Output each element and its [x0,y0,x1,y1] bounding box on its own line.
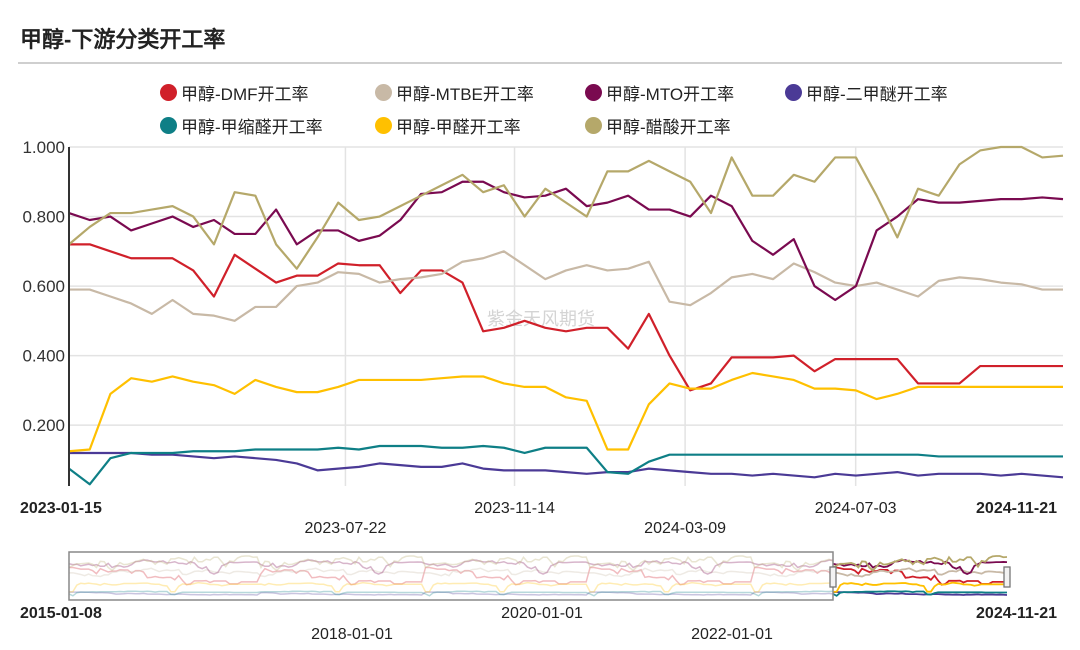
legend-label: 甲醇-甲醛开工率 [396,118,521,137]
navigator-history-line [69,567,834,578]
navigator-tick-label: 2018-01-01 [311,626,393,643]
legend-marker-icon [585,117,602,134]
title-divider [18,62,1062,64]
navigator-selected-line [833,566,1007,586]
navigator-handle[interactable] [1003,566,1011,588]
x-tick-label: 2024-07-03 [815,500,897,517]
legend-item[interactable]: 甲醇-醋酸开工率 [585,113,731,138]
navigator-selected-line [832,590,1007,597]
series-line-甲醇-醋酸开工率 [68,145,1064,270]
axes: 0.200 0.400 0.600 0.800 1.000 2023-01-15 2023-… [20,138,1057,537]
legend-item[interactable]: 甲醇-甲醛开工率 [375,113,521,138]
series-line-甲醇-MTBE开工率 [69,250,1063,322]
legend-label: 甲醇-甲缩醛开工率 [181,118,323,137]
legend-item[interactable]: 甲醇-MTO开工率 [585,80,734,105]
series-lines [68,145,1064,486]
x-tick-label: 2023-07-22 [305,520,387,537]
series-line-甲醇-甲醛开工率 [68,371,1063,453]
legend-marker-icon [375,117,392,134]
series-line-甲醇-甲缩醛开工率 [68,444,1063,486]
legend-label: 甲醇-MTO开工率 [606,85,735,104]
navigator-history-line [68,555,834,572]
legend-marker-icon [160,84,177,101]
navigator-tick-label: 2022-01-01 [691,626,773,643]
y-tick-label: 1.000 [22,138,65,157]
series-line-甲醇-MTO开工率 [68,180,1064,302]
legend-marker-icon [585,84,602,101]
navigator-history-line [69,566,834,586]
y-tick-label: 0.200 [22,416,65,435]
navigator-handle[interactable] [829,566,837,588]
legend-item[interactable]: 甲醇-MTBE开工率 [375,80,534,105]
y-tick-label: 0.800 [22,208,65,227]
navigator-selected-line [832,555,1008,572]
legend-marker-icon [160,117,177,134]
legend-item[interactable]: 甲醇-甲缩醛开工率 [160,113,323,138]
navigator-tick-label: 2020-01-01 [501,605,583,622]
navigator-unselected-mask [68,551,834,601]
x-tick-label: 2023-11-14 [474,500,555,517]
y-tick-label: 0.600 [22,277,65,296]
legend-marker-icon [375,84,392,101]
x-tick-label: 2024-11-21 [976,500,1057,517]
legend-label: 甲醇-醋酸开工率 [606,118,731,137]
chart-title: 甲醇-下游分类开工率 [20,27,226,52]
navigator[interactable]: 2015-01-08 2018-01-01 2020-01-01 2022-01-01… [20,551,1057,643]
x-tick-label: 2024-03-09 [644,520,726,537]
series-line-甲醇-二甲醚开工率 [69,451,1064,479]
navigator-selected-line [832,559,1008,576]
legend-label: 甲醇-二甲醚开工率 [806,85,948,104]
legend-item[interactable]: 甲醇-DMF开工率 [160,80,308,105]
x-tick-label: 2023-01-15 [20,500,102,517]
legend-label: 甲醇-DMF开工率 [181,85,309,104]
navigator-selected-line [833,567,1007,578]
series-line-甲醇-DMF开工率 [69,243,1063,392]
navigator-tick-label: 2024-11-21 [976,605,1057,622]
navigator-history-line [68,581,833,593]
legend-marker-icon [785,84,802,101]
legend-item[interactable]: 甲醇-二甲醚开工率 [785,80,948,105]
y-tick-label: 0.400 [22,347,65,366]
legend-label: 甲醇-MTBE开工率 [396,85,534,104]
navigator-history-line [69,591,834,596]
navigator-history-line [68,559,833,575]
navigator-history-line [68,590,834,597]
navigator-tick-label: 2015-01-08 [20,605,102,622]
navigator-selected-line [832,581,1007,593]
